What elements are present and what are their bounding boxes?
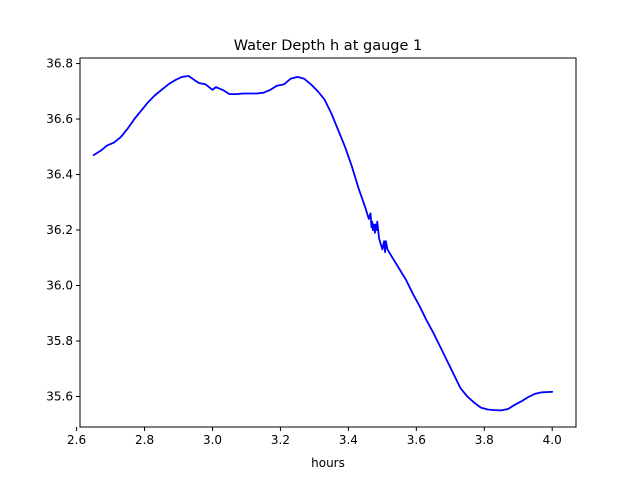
x-tick-label: 4.0 — [543, 433, 562, 447]
x-tick-label: 3.6 — [407, 433, 426, 447]
x-tick-label: 3.2 — [271, 433, 290, 447]
x-axis-label: hours — [311, 456, 345, 470]
y-tick-label: 35.8 — [46, 334, 73, 348]
plot-frame — [79, 57, 577, 428]
y-tick-label: 35.6 — [46, 389, 73, 403]
x-tick-label: 3.8 — [475, 433, 494, 447]
x-tick-label: 3.4 — [339, 433, 358, 447]
y-tick-label: 36.8 — [46, 57, 73, 71]
chart-title: Water Depth h at gauge 1 — [234, 38, 422, 54]
x-tick-label: 2.8 — [135, 433, 154, 447]
series-line — [92, 75, 554, 412]
x-tick-label: 3.0 — [203, 433, 222, 447]
y-tick-label: 36.0 — [46, 279, 73, 293]
x-tick-label: 2.6 — [67, 433, 86, 447]
x-axis: 2.6 2.8 3.0 3.2 3.4 3.6 3.8 4.0 — [67, 427, 562, 447]
y-tick-label: 36.4 — [46, 168, 73, 182]
y-tick-label: 36.6 — [46, 112, 73, 126]
y-tick-label: 36.2 — [46, 223, 73, 237]
y-axis: 35.6 35.8 36.0 36.2 36.4 36.6 36.8 — [46, 57, 80, 403]
series-group — [92, 75, 554, 412]
